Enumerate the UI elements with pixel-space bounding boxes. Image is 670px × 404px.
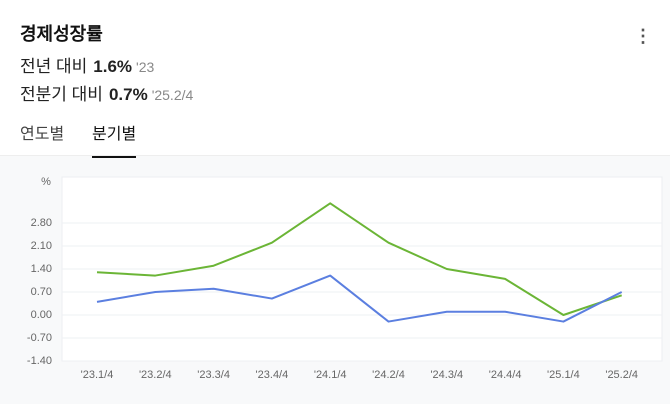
y-tick-label: 0.00 — [31, 309, 52, 321]
x-tick-label: '24.4/4 — [489, 369, 522, 381]
stat-value: 0.7% — [108, 85, 148, 104]
y-tick-label: -1.40 — [27, 355, 52, 367]
y-axis-label: % — [41, 176, 51, 188]
series-line — [96, 202, 623, 316]
x-tick-label: '23.2/4 — [139, 369, 172, 381]
divider — [0, 155, 670, 156]
chart: % -1.40 -0.70 0.00 0.70 1.40 2.10 2.80 '23.1/4 '2… — [0, 156, 670, 404]
menu-button[interactable]: ⋮ — [634, 26, 652, 46]
stat-label: 전분기 대비 — [20, 85, 103, 104]
x-tick-label: '24.1/4 — [314, 369, 347, 381]
y-tick-label: 0.70 — [31, 286, 52, 298]
y-tick-label: 2.10 — [31, 240, 52, 252]
stat-value: 1.6% — [93, 57, 133, 76]
x-tick-label: '25.2/4 — [605, 369, 638, 381]
y-tick-label: -0.70 — [27, 332, 52, 344]
x-tick-label: '23.3/4 — [197, 369, 230, 381]
title: 경제성장률 — [20, 24, 103, 44]
stat-row: 전분기 대비 0.7% '25.2/4 — [20, 80, 193, 105]
y-tick-label: 1.40 — [31, 263, 52, 275]
tab[interactable]: 분기별 — [92, 120, 137, 158]
x-tick-label: '24.3/4 — [430, 369, 463, 381]
stat-period: '23 — [136, 59, 155, 75]
series-line — [96, 274, 623, 323]
x-tick-label: '23.4/4 — [256, 369, 289, 381]
y-tick-label: 2.80 — [31, 217, 52, 229]
x-tick-label: '25.1/4 — [547, 369, 580, 381]
x-tick-label: '23.1/4 — [81, 369, 114, 381]
stat-period: '25.2/4 — [151, 87, 194, 103]
tab[interactable]: 연도별 — [20, 126, 65, 143]
stat-label: 전년 대비 — [20, 57, 88, 76]
stat-row: 전년 대비 1.6% '23 — [20, 52, 154, 77]
x-tick-label: '24.2/4 — [372, 369, 405, 381]
